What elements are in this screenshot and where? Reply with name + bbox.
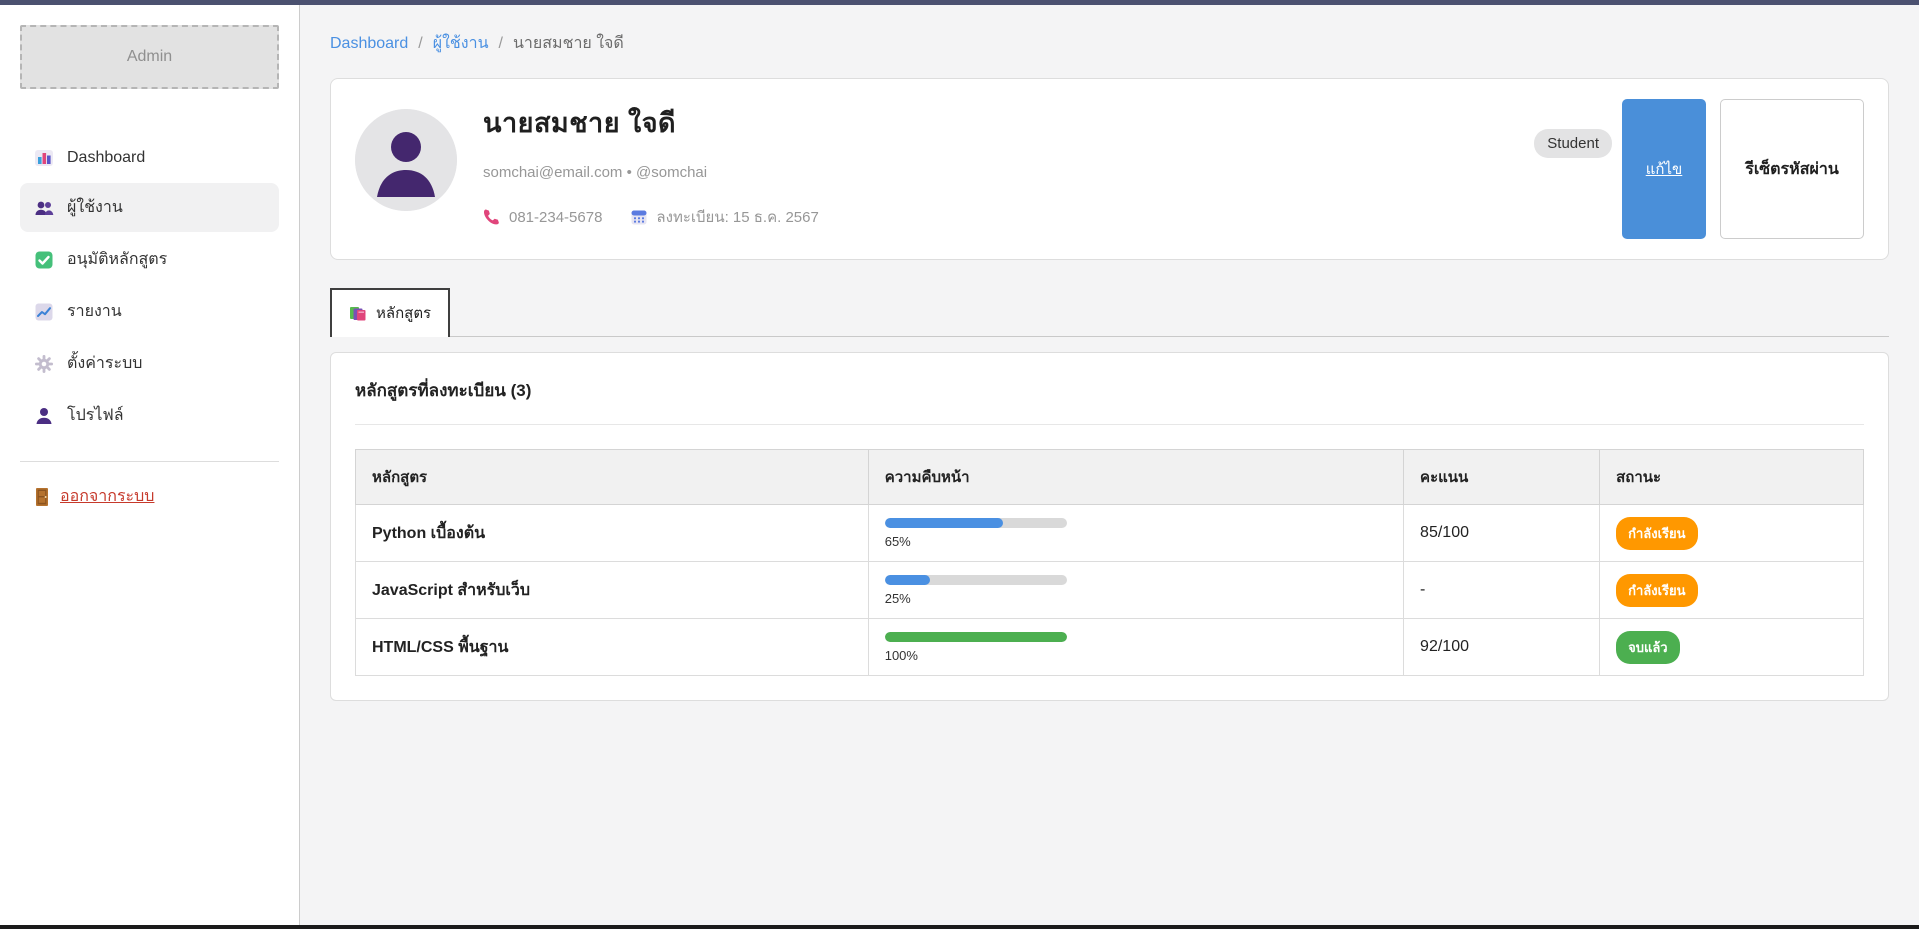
profile-registered: ลงทะเบียน: 15 ธ.ค. 2567 [656, 209, 819, 226]
breadcrumb-current: นายสมชาย ใจดี [512, 35, 624, 52]
status-badge: กำลังเรียน [1616, 516, 1698, 550]
progress-bar-fill [884, 574, 931, 585]
profile-actions: Student แก้ไข รีเซ็ตรหัสผ่าน [1534, 99, 1864, 239]
users-icon [34, 198, 54, 218]
main-content: Dashboard / ผู้ใช้งาน / นายสมชาย ใจดี นา… [300, 5, 1919, 925]
breadcrumb-separator: / [498, 34, 503, 52]
courses-table: หลักสูตร ความคืบหน้า คะแนน สถานะ Python … [355, 449, 1864, 676]
bar-chart-icon [34, 148, 54, 168]
sidebar: Admin Dashboard ผู้ใช้งาน อนุมัติหลักสูต… [0, 5, 300, 925]
profile-phone: 081-234-5678 [509, 208, 603, 226]
score-value: 92/100 [1420, 638, 1469, 655]
logout-link[interactable]: ออกจากระบบ [34, 484, 265, 509]
sidebar-item-settings[interactable]: ตั้งค่าระบบ [20, 339, 279, 388]
sidebar-item-dashboard[interactable]: Dashboard [20, 136, 279, 180]
courses-card: หลักสูตรที่ลงทะเบียน (3) หลักสูตร ความคื… [330, 352, 1889, 701]
progress-bar-fill [884, 517, 1004, 528]
course-name: HTML/CSS พื้นฐาน [372, 638, 509, 656]
sidebar-item-profile[interactable]: โปรไฟล์ [20, 391, 279, 440]
profile-info: นายสมชาย ใจดี somchai@email.com • @somch… [483, 99, 1508, 229]
profile-email: somchai@email.com • @somchai [483, 164, 708, 181]
col-header-progress: ความคืบหน้า [867, 449, 1405, 505]
sidebar-item-label: ผู้ใช้งาน [67, 199, 123, 216]
status-badge: กำลังเรียน [1616, 573, 1698, 607]
sidebar-item-label: รายงาน [67, 303, 122, 320]
sidebar-item-approve-courses[interactable]: อนุมัติหลักสูตร [20, 235, 279, 284]
sidebar-item-label: โปรไฟล์ [67, 407, 124, 424]
score-value: - [1420, 581, 1426, 598]
check-icon [34, 250, 54, 270]
courses-divider [355, 424, 1864, 425]
role-badge: Student [1534, 129, 1612, 158]
courses-title: หลักสูตรที่ลงทะเบียน (3) [355, 381, 532, 400]
sidebar-item-label: Dashboard [67, 149, 146, 166]
person-icon [34, 406, 54, 426]
admin-logo: Admin [20, 25, 279, 89]
logout-label: ออกจากระบบ [60, 488, 155, 505]
progress-bar [884, 631, 1067, 642]
table-row: JavaScript สำหรับเว็บ 25% - กำลังเรียน [355, 561, 1864, 619]
col-header-score: คะแนน [1403, 449, 1601, 505]
progress-bar [884, 574, 1067, 585]
gear-icon [34, 354, 54, 374]
col-header-course: หลักสูตร [355, 449, 869, 505]
table-row: HTML/CSS พื้นฐาน 100% 92/100 จบแล้ว [355, 618, 1864, 676]
admin-logo-label: Admin [126, 48, 173, 65]
breadcrumb-dashboard[interactable]: Dashboard [330, 34, 409, 52]
avatar [355, 109, 457, 211]
reset-password-button[interactable]: รีเซ็ตรหัสผ่าน [1720, 99, 1864, 239]
sidebar-item-label: อนุมัติหลักสูตร [67, 251, 168, 268]
door-icon [34, 487, 50, 507]
window-top-strip [0, 0, 1919, 5]
course-name: Python เบื้องต้น [372, 524, 486, 542]
table-header-row: หลักสูตร ความคืบหน้า คะแนน สถานะ [355, 449, 1864, 505]
tab-courses-label: หลักสูตร [376, 305, 432, 322]
course-name: JavaScript สำหรับเว็บ [372, 581, 531, 599]
profile-contact-row: 081-234-5678 ลงทะเบียน: 15 ธ.ค. 2567 [483, 205, 1508, 229]
table-row: Python เบื้องต้น 65% 85/100 กำลังเรียน [355, 504, 1864, 562]
breadcrumb: Dashboard / ผู้ใช้งาน / นายสมชาย ใจดี [330, 31, 1889, 56]
progress-bar-fill [884, 631, 1067, 642]
sidebar-item-users[interactable]: ผู้ใช้งาน [20, 183, 279, 232]
sidebar-item-label: ตั้งค่าระบบ [67, 355, 143, 372]
breadcrumb-separator: / [418, 34, 423, 52]
tab-bar: หลักสูตร [330, 288, 1889, 337]
edit-button[interactable]: แก้ไข [1622, 99, 1706, 239]
calendar-icon [630, 208, 648, 226]
progress-label: 100% [884, 647, 918, 663]
progress-label: 25% [884, 590, 911, 606]
profile-card: นายสมชาย ใจดี somchai@email.com • @somch… [330, 78, 1889, 260]
sidebar-item-reports[interactable]: รายงาน [20, 287, 279, 336]
progress-bar [884, 517, 1067, 528]
profile-name: นายสมชาย ใจดี [483, 108, 677, 138]
phone-icon [483, 208, 501, 226]
sidebar-nav: Dashboard ผู้ใช้งาน อนุมัติหลักสูตร รายง… [0, 133, 299, 443]
tab-courses[interactable]: หลักสูตร [330, 288, 451, 337]
col-header-status: สถานะ [1599, 449, 1864, 505]
profile-registered-item: ลงทะเบียน: 15 ธ.ค. 2567 [630, 205, 819, 229]
sidebar-divider [20, 461, 279, 462]
progress-label: 65% [884, 533, 911, 549]
breadcrumb-users[interactable]: ผู้ใช้งาน [432, 35, 489, 52]
books-icon [349, 304, 367, 322]
status-badge: จบแล้ว [1616, 630, 1680, 664]
line-chart-icon [34, 302, 54, 322]
window-bottom-strip [0, 925, 1919, 929]
score-value: 85/100 [1420, 524, 1469, 541]
profile-phone-item: 081-234-5678 [483, 208, 602, 226]
